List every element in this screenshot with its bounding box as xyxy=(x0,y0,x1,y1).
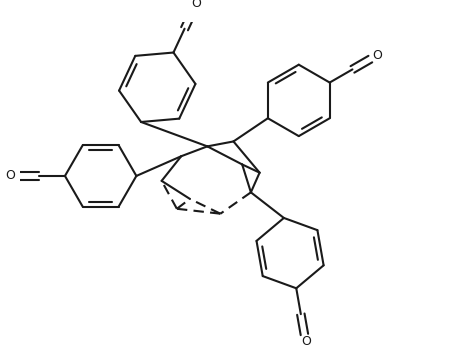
Text: O: O xyxy=(371,49,381,62)
Text: O: O xyxy=(6,169,15,182)
Text: O: O xyxy=(191,0,201,10)
Text: O: O xyxy=(300,335,310,348)
